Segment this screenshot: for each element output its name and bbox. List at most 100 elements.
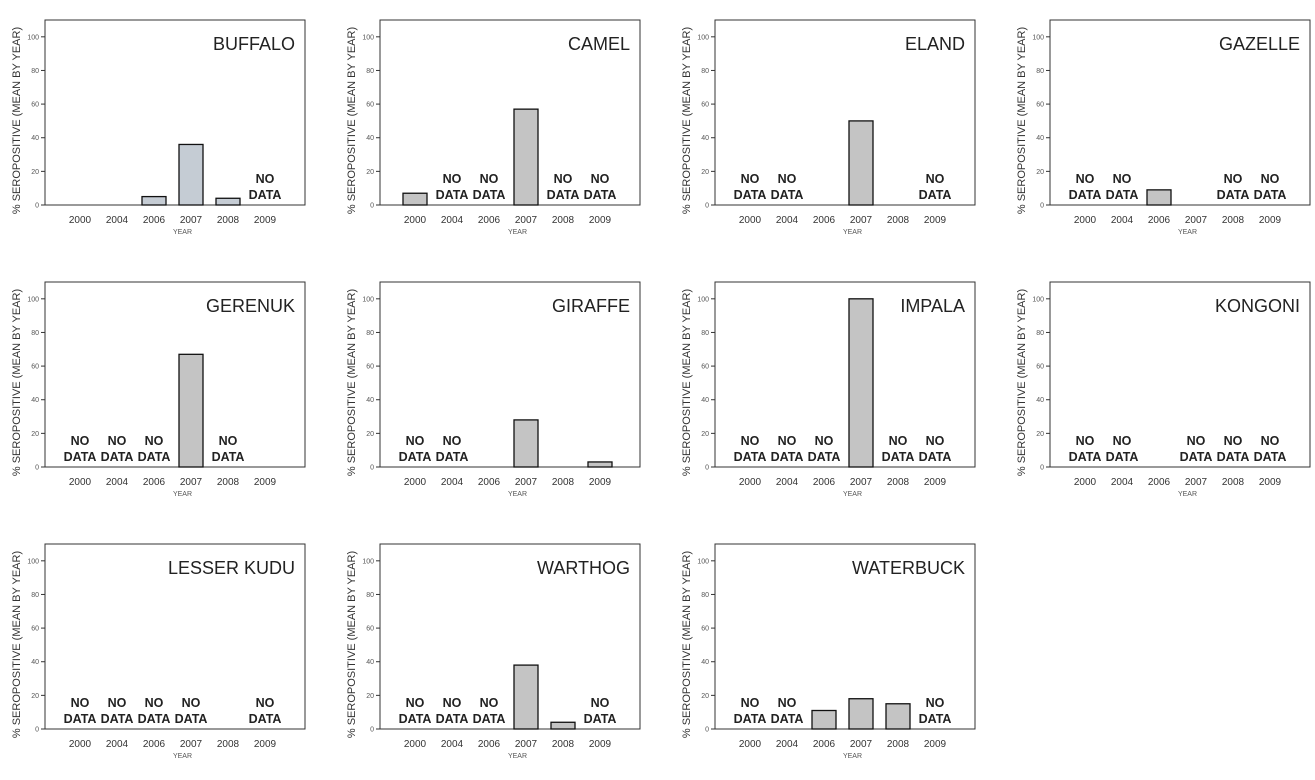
no-data-label: NO DATA [1217,434,1250,464]
y-axis-label: % SEROPOSITIVE (MEAN BY YEAR) [681,289,693,476]
no-data-label: NO DATA [584,696,617,726]
no-data-line-2: DATA [212,450,245,464]
x-tick-label: 2007 [515,739,538,750]
x-tick-label: 2008 [1222,215,1245,226]
no-data-label: NO DATA [734,172,767,202]
y-tick-label: 0 [1040,203,1044,210]
no-data-line-2: DATA [64,712,97,726]
no-data-line-1: NO [1113,434,1132,448]
no-data-line-1: NO [591,172,610,186]
y-axis-label: % SEROPOSITIVE (MEAN BY YEAR) [11,289,23,476]
x-tick-label: 2009 [254,477,277,488]
bar-2007 [848,698,874,730]
x-axis-label: YEAR [173,753,192,760]
y-tick-label: 80 [366,330,374,337]
y-tick-label: 40 [366,397,374,404]
x-tick-label: 2004 [441,739,464,750]
no-data-label: NO DATA [399,434,432,464]
y-tick-label: 80 [31,330,39,337]
plot-frame [714,543,976,730]
y-tick-label: 40 [701,397,709,404]
y-tick-label: 80 [31,592,39,599]
no-data-line-1: NO [480,696,499,710]
no-data-line-1: NO [926,696,945,710]
bar-2007 [513,664,539,730]
y-tick-label: 80 [701,330,709,337]
y-tick-label: 20 [31,693,39,700]
bar-2006 [811,709,837,730]
x-axis-label: YEAR [508,753,527,760]
x-tick-label: 2004 [776,739,799,750]
x-tick-label: 2006 [478,215,501,226]
no-data-line-2: DATA [1217,450,1250,464]
x-tick-label: 2004 [776,477,799,488]
y-tick-label: 80 [366,592,374,599]
no-data-line-2: DATA [249,712,282,726]
no-data-line-1: NO [1224,434,1243,448]
y-axis-label: % SEROPOSITIVE (MEAN BY YEAR) [346,27,358,214]
no-data-line-2: DATA [734,712,767,726]
y-tick-label: 80 [1036,68,1044,75]
no-data-line-1: NO [443,172,462,186]
plot-frame [44,19,306,206]
y-axis-label: % SEROPOSITIVE (MEAN BY YEAR) [1016,289,1028,476]
no-data-line-1: NO [480,172,499,186]
no-data-line-1: NO [778,434,797,448]
x-tick-label: 2007 [850,477,873,488]
x-tick-label: 2007 [180,215,203,226]
no-data-line-2: DATA [1069,450,1102,464]
no-data-line-1: NO [741,172,760,186]
y-tick-label: 0 [370,727,374,734]
y-tick-label: 60 [1036,364,1044,371]
chart-panel-kongoni: 0 20 40 60 80 100 % SEROPOSITIVE (MEAN BY YEAR… [1016,281,1311,498]
x-tick-label: 2008 [552,739,575,750]
no-data-line-1: NO [406,696,425,710]
y-tick-label: 100 [1032,296,1044,303]
bar-2009 [587,461,613,468]
y-tick-label: 20 [1036,169,1044,176]
y-axis-label: % SEROPOSITIVE (MEAN BY YEAR) [11,551,23,738]
chart-panel-impala: 0 20 40 60 80 100 % SEROPOSITIVE (MEAN BY YEAR… [681,281,976,498]
no-data-label: NO DATA [1254,172,1287,202]
no-data-label: NO DATA [473,696,506,726]
y-tick-label: 40 [1036,135,1044,142]
plot-frame [714,281,976,468]
y-tick-label: 40 [31,135,39,142]
x-tick-label: 2009 [1259,215,1282,226]
x-tick-label: 2000 [404,215,427,226]
x-tick-label: 2000 [739,739,762,750]
no-data-line-2: DATA [1217,188,1250,202]
x-tick-label: 2004 [1111,215,1134,226]
y-tick-label: 100 [697,558,709,565]
chart-title: LESSER KUDU [168,558,295,578]
no-data-line-1: NO [256,696,275,710]
no-data-label: NO DATA [734,434,767,464]
no-data-label: NO DATA [919,434,952,464]
x-tick-label: 2008 [887,739,910,750]
y-tick-label: 20 [701,431,709,438]
no-data-label: NO DATA [64,696,97,726]
bar-2007 [848,298,874,468]
y-tick-label: 60 [366,626,374,633]
plot-frame [1049,19,1311,206]
no-data-line-2: DATA [436,188,469,202]
x-tick-label: 2009 [589,215,612,226]
chart-title: CAMEL [568,34,630,54]
chart-panel-giraffe: 0 20 40 60 80 100 % SEROPOSITIVE (MEAN BY YEAR… [346,281,641,498]
no-data-label: NO DATA [547,172,580,202]
no-data-label: NO DATA [771,434,804,464]
no-data-label: NO DATA [771,172,804,202]
y-axis-label: % SEROPOSITIVE (MEAN BY YEAR) [681,551,693,738]
chart-panel-camel: 0 20 40 60 80 100 % SEROPOSITIVE (MEAN BY YEAR… [346,19,641,236]
x-tick-label: 2006 [813,477,836,488]
y-tick-label: 100 [27,558,39,565]
y-tick-label: 0 [35,203,39,210]
y-tick-label: 60 [366,102,374,109]
no-data-label: NO DATA [436,696,469,726]
x-tick-label: 2008 [887,215,910,226]
bar-2007 [513,419,539,468]
no-data-label: NO DATA [138,434,171,464]
x-tick-label: 2006 [143,739,166,750]
no-data-label: NO DATA [436,172,469,202]
no-data-line-1: NO [778,696,797,710]
